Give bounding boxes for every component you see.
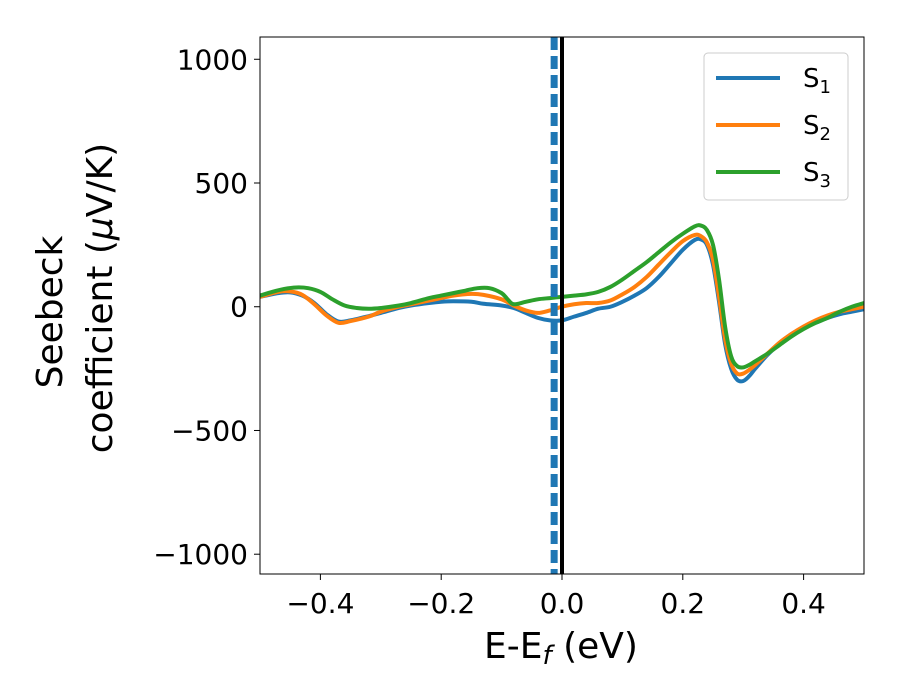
legend-label-s3: S3 [803, 158, 831, 192]
legend-label-s1: S1 [803, 64, 831, 98]
series-line-s3 [260, 223, 864, 370]
series-line-s2 [260, 232, 864, 377]
legend-items: S1 S2 S3 [716, 64, 831, 192]
legend: S1 S2 S3 [703, 52, 849, 201]
y-axis-ticks: −1000 −500 0 500 1000 [153, 43, 260, 571]
y-axis-label-pre: coefficient ( [80, 240, 121, 453]
y-axis-label-post: V/K) [80, 143, 121, 217]
y-tick-label: 1000 [177, 43, 248, 76]
x-tick-label: 0.0 [540, 587, 585, 620]
y-tick-label: 500 [195, 167, 248, 200]
plot-area [260, 37, 864, 574]
x-axis-label-main: E-E [484, 626, 542, 667]
legend-label-s2: S2 [803, 111, 831, 145]
x-tick-label: −0.4 [286, 587, 354, 620]
x-tick-label: −0.2 [407, 587, 475, 620]
y-axis-label-line2: coefficient (μV/K) [80, 143, 121, 453]
x-axis-ticks: −0.4 −0.2 0.0 0.2 0.4 [286, 574, 826, 620]
y-axis-label-line1: Seebeck [30, 235, 71, 388]
y-tick-label: −500 [171, 414, 248, 447]
x-tick-label: 0.4 [781, 587, 826, 620]
x-axis-label: E-Ef (eV) [484, 626, 638, 671]
y-axis-label-mu: μ [80, 217, 121, 241]
y-tick-label: −1000 [153, 538, 248, 571]
x-tick-label: 0.2 [661, 587, 706, 620]
y-tick-label: 0 [230, 291, 248, 324]
x-axis-label-unit: (eV) [552, 626, 638, 667]
